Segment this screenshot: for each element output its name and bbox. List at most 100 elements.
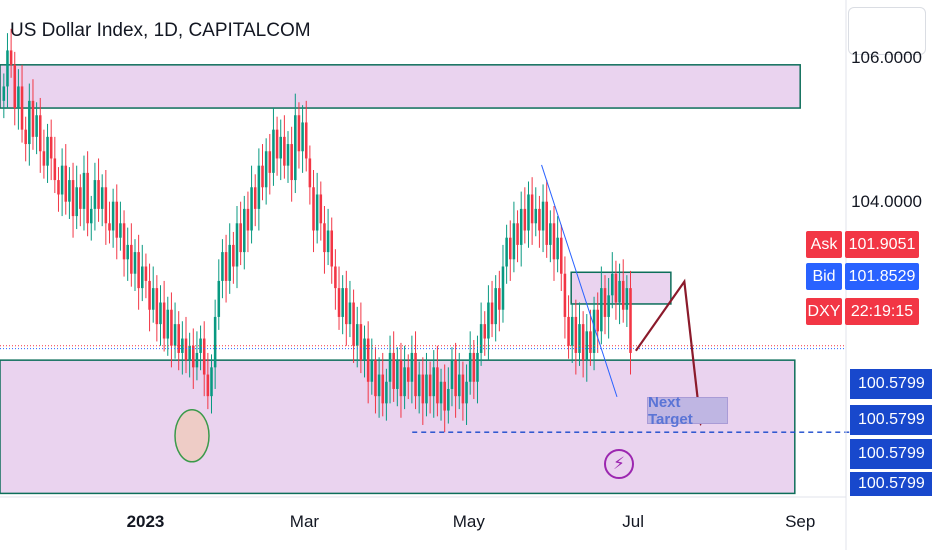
candle-body [24,129,27,145]
candle-body [210,367,213,397]
last-price-row: DXY 22:19:15 [806,298,919,325]
price-tick-label: 106.0000 [851,47,922,67]
candle-body [71,180,75,217]
candle-body [443,381,446,411]
candle-body [104,187,108,224]
candle-body [315,194,319,231]
candle-body [9,50,13,65]
candle-body [294,115,297,181]
candle-body [450,360,454,389]
chart-settings-box[interactable] [848,7,926,55]
candle-body [377,374,381,397]
time-tick-label: 2023 [126,512,165,531]
candle-body [625,288,629,310]
candle-body [122,223,126,260]
candle-body [614,273,618,303]
candle-body [581,324,585,361]
candle-body [345,288,348,325]
candle-body [476,352,479,382]
candle-body [268,151,272,173]
low-highlight-circle [174,409,210,463]
candle-body [235,223,239,267]
candle-body [82,172,86,209]
candle-body [363,338,366,361]
candle-body [64,165,68,202]
candle-body [257,165,261,209]
candle-body [221,252,224,281]
candle-body [396,360,399,389]
candle-body [465,381,468,404]
candle-body [523,208,527,231]
candle-body [232,244,235,267]
candle-body [578,324,581,353]
candle-body [559,237,563,274]
candle-body [38,115,42,152]
candle-body [319,194,323,224]
candle-body [97,180,100,209]
time-tick-label: Mar [289,512,320,531]
chart-title: US Dollar Index, 1D, CAPITALCOM [10,20,311,41]
candle-body [119,223,122,238]
next-target-label: Next Target [647,394,728,428]
time-tick-label: Sep [785,512,816,531]
candle-body [388,352,392,382]
candle-body [399,360,403,397]
candle-body [246,208,250,231]
candle-body [545,201,548,245]
candle-body [428,374,432,397]
candle-body [162,302,166,339]
candles-layer [2,28,632,433]
candle-body [100,187,104,209]
candle-body [403,367,406,397]
candle-body [243,208,246,253]
candle-body [173,324,177,346]
candle-body [472,352,476,382]
lightning-icon[interactable]: ⚡ [604,449,634,479]
candle-body [53,158,57,181]
candle-body [534,208,538,224]
candle-body [381,374,385,404]
candle-body [538,208,541,231]
candle-body [308,158,312,188]
downtrend-line [541,164,618,398]
candle-body [352,302,355,346]
candle-body [607,295,610,317]
candle-body [337,288,341,317]
candle-body [417,374,421,397]
candle-body [206,374,210,397]
target-price-label: 100.5799 [850,405,932,435]
bid-value: 101.8529 [845,263,919,290]
candle-body [600,288,603,332]
candle-body [567,316,570,346]
candle-body [46,136,49,166]
candle-body [13,64,17,109]
candle-body [159,302,162,325]
candle-body [541,201,545,231]
candle-body [312,187,315,231]
candle-body [181,338,184,353]
candle-body [439,381,443,404]
candle-body [359,324,363,361]
candle-body [603,288,607,317]
candle-body [392,352,395,389]
candle-body [35,115,38,137]
candle-body [552,223,556,260]
candle-body [512,223,516,260]
candle-body [629,288,632,353]
candle-body [457,374,461,397]
price-tick-label: 104.0000 [851,191,922,211]
candle-body [89,208,93,224]
candle-body [479,324,483,353]
time-tick-label: May [452,512,485,531]
candle-body [508,237,512,260]
candle-body [454,360,457,397]
candle-body [170,309,173,346]
ask-row: Ask 101.9051 [806,231,919,258]
candle-body [199,338,202,353]
candle-body [304,122,308,159]
candle-body [253,187,257,209]
projection-path [634,278,702,424]
ask-value: 101.9051 [845,231,919,258]
candle-body [111,201,115,231]
